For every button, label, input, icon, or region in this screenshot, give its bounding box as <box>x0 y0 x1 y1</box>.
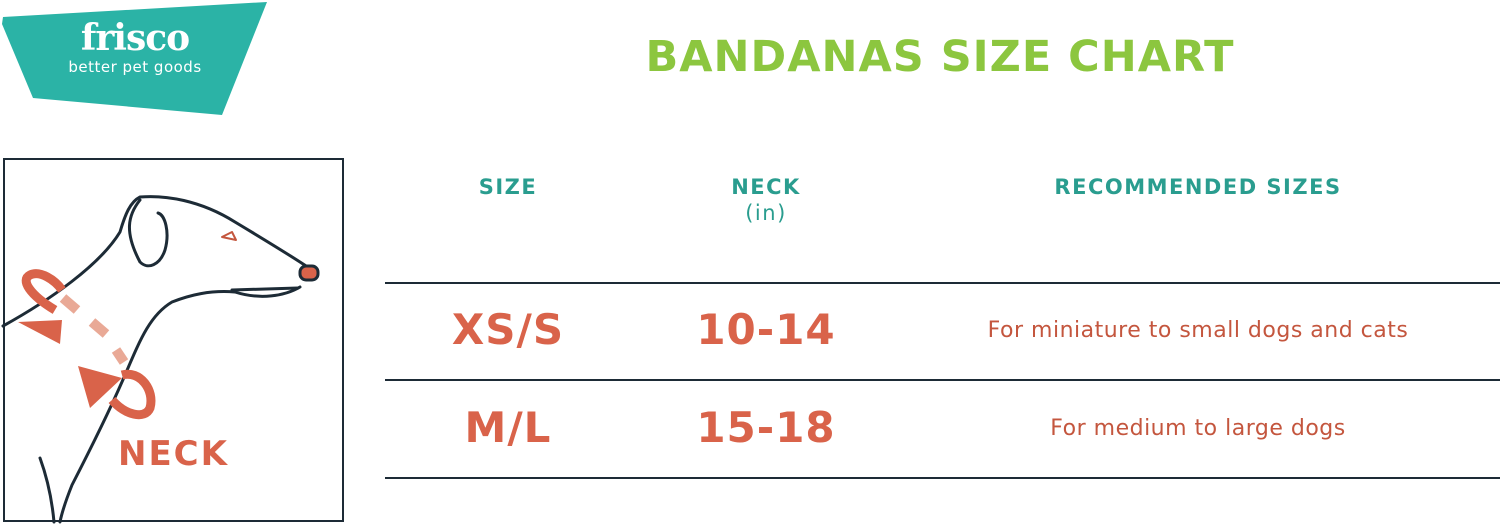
logo: frisco better pet goods <box>40 18 230 76</box>
header-neck-label: NECK <box>731 175 801 199</box>
dog-nose <box>298 264 320 282</box>
logo-and-illustration <box>1 2 344 524</box>
neck-label: NECK <box>118 434 229 474</box>
header-recommended: RECOMMENDED SIZES <box>1054 175 1342 199</box>
logo-badge <box>2 2 267 115</box>
divider <box>385 379 1500 381</box>
divider <box>385 477 1500 479</box>
neck-arrows-icon <box>21 269 156 420</box>
row-recommended: For medium to large dogs <box>1050 416 1346 441</box>
row-neck: 15-18 <box>696 403 836 452</box>
row-size: M/L <box>464 403 552 452</box>
header-neck: NECK (in) <box>676 174 856 226</box>
measure-dashes <box>59 294 129 365</box>
illustration-frame <box>3 158 344 522</box>
logo-name: frisco <box>80 17 190 59</box>
dog-outline-icon <box>1 195 317 524</box>
row-recommended: For miniature to small dogs and cats <box>987 318 1409 343</box>
page-title: BANDANAS SIZE CHART <box>645 32 1235 82</box>
logo-tagline: better pet goods <box>68 58 202 76</box>
header-neck-unit: (in) <box>745 201 787 225</box>
header-size: SIZE <box>478 175 538 199</box>
divider <box>385 282 1500 284</box>
row-size: XS/S <box>451 305 565 354</box>
row-neck: 10-14 <box>696 305 836 354</box>
arrow-heads <box>18 320 122 408</box>
